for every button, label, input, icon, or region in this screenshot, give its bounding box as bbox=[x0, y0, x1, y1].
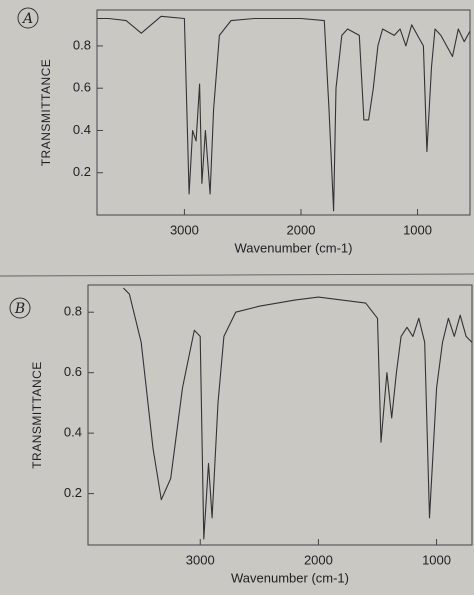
y-tick-label: 0.4 bbox=[73, 122, 91, 137]
x-axis-label: Wavenumber (cm-1) bbox=[231, 570, 349, 585]
x-tick-label: 2000 bbox=[287, 222, 316, 237]
x-axis-label: Wavenumber (cm-1) bbox=[235, 240, 353, 255]
spectrum-line bbox=[97, 15, 471, 212]
divider bbox=[0, 273, 474, 277]
annotation-circle bbox=[17, 7, 39, 29]
y-tick-label: 0.2 bbox=[64, 485, 82, 500]
y-tick-label: 0.4 bbox=[64, 425, 82, 440]
annotation: A bbox=[21, 11, 33, 27]
x-tick-label: 1000 bbox=[422, 552, 451, 567]
y-tick-label: 0.2 bbox=[73, 164, 91, 179]
y-tick-label: 0.8 bbox=[73, 37, 91, 52]
y-axis-label: TRANSMITTANCE bbox=[30, 361, 44, 469]
plot-frame bbox=[87, 284, 473, 546]
x-tick-label: 2000 bbox=[304, 552, 333, 567]
x-tick-label: 3000 bbox=[186, 552, 215, 567]
y-axis-label: TRANSMITTANCE bbox=[39, 59, 53, 167]
spectrum-line bbox=[123, 287, 473, 540]
plot-frame bbox=[96, 9, 471, 216]
y-tick-label: 0.6 bbox=[73, 80, 91, 95]
annotation: B bbox=[14, 301, 25, 317]
annotation-circle bbox=[9, 297, 31, 319]
x-tick-label: 1000 bbox=[403, 222, 432, 237]
y-tick-label: 0.6 bbox=[64, 364, 82, 379]
x-tick-label: 3000 bbox=[170, 222, 199, 237]
y-tick-label: 0.8 bbox=[64, 304, 82, 319]
